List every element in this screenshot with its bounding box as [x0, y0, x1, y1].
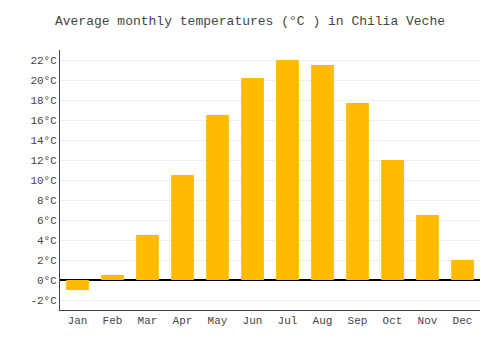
svg-text:4°C: 4°C [37, 235, 57, 247]
svg-text:8°C: 8°C [37, 195, 57, 207]
svg-text:-2°C: -2°C [30, 295, 57, 307]
svg-text:14°C: 14°C [30, 135, 57, 147]
svg-text:Mar: Mar [138, 315, 158, 327]
svg-text:Jan: Jan [68, 315, 88, 327]
svg-text:10°C: 10°C [30, 175, 57, 187]
svg-text:16°C: 16°C [30, 115, 57, 127]
svg-text:Apr: Apr [173, 315, 193, 327]
svg-text:Dec: Dec [453, 315, 473, 327]
svg-text:Jun: Jun [243, 315, 263, 327]
svg-text:0°C: 0°C [37, 275, 57, 287]
svg-text:20°C: 20°C [30, 75, 57, 87]
svg-text:Feb: Feb [103, 315, 123, 327]
svg-text:Average monthly temperatures (: Average monthly temperatures (°C ) in Ch… [55, 14, 445, 29]
svg-text:Sep: Sep [348, 315, 368, 327]
svg-text:May: May [208, 315, 228, 327]
svg-text:2°C: 2°C [37, 255, 57, 267]
svg-text:Oct: Oct [383, 315, 403, 327]
svg-text:12°C: 12°C [30, 155, 57, 167]
svg-text:18°C: 18°C [30, 95, 57, 107]
svg-text:Jul: Jul [278, 315, 298, 327]
svg-text:Aug: Aug [313, 315, 333, 327]
svg-text:22°C: 22°C [30, 55, 57, 67]
svg-text:Nov: Nov [418, 315, 438, 327]
svg-text:6°C: 6°C [37, 215, 57, 227]
